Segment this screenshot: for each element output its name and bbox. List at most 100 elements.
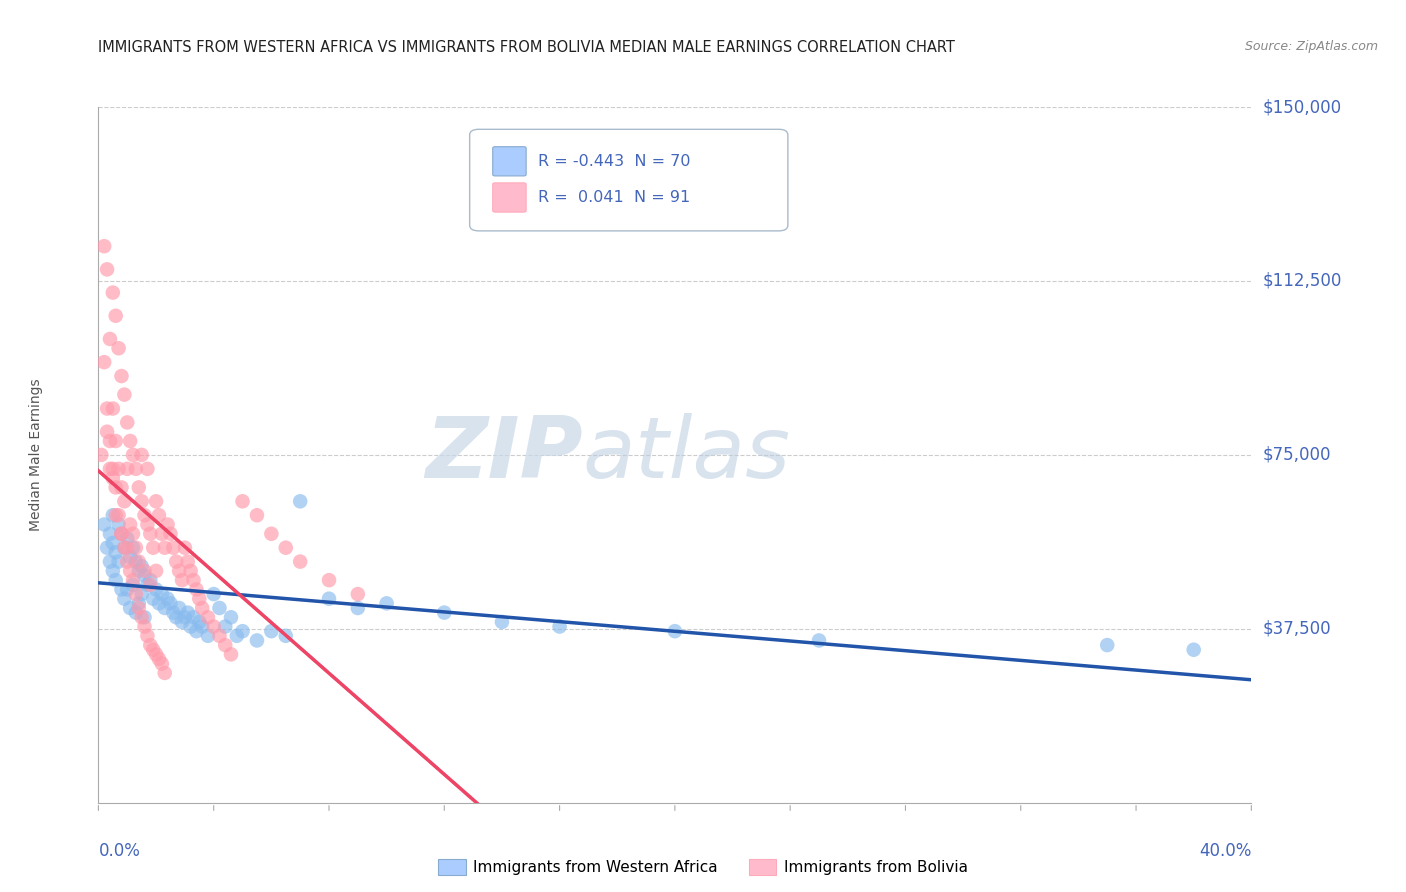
- Text: Median Male Earnings: Median Male Earnings: [30, 378, 44, 532]
- Point: [274, 541, 297, 555]
- Point: [183, 573, 205, 587]
- Point: [93, 355, 115, 369]
- Point: [186, 624, 208, 639]
- Point: [134, 610, 156, 624]
- Point: [139, 526, 162, 541]
- Point: [104, 434, 127, 448]
- Point: [131, 610, 153, 624]
- Point: [98, 434, 121, 448]
- Point: [134, 619, 156, 633]
- Point: [318, 573, 340, 587]
- Point: [170, 573, 193, 587]
- Text: ZIP: ZIP: [425, 413, 582, 497]
- Point: [548, 619, 571, 633]
- Point: [191, 619, 214, 633]
- Point: [117, 541, 138, 555]
- Point: [131, 494, 153, 508]
- Point: [112, 541, 135, 555]
- Point: [1097, 638, 1119, 652]
- Point: [191, 601, 214, 615]
- Point: [433, 606, 456, 620]
- Point: [101, 462, 124, 476]
- Point: [208, 601, 231, 615]
- Point: [153, 541, 176, 555]
- Point: [101, 508, 124, 523]
- Point: [165, 610, 187, 624]
- Point: [274, 629, 297, 643]
- Point: [98, 332, 121, 346]
- Point: [122, 526, 145, 541]
- Point: [290, 555, 312, 569]
- Point: [491, 615, 513, 629]
- Point: [136, 517, 159, 532]
- Point: [153, 601, 176, 615]
- Point: [136, 578, 159, 592]
- Point: [110, 526, 132, 541]
- Point: [128, 480, 150, 494]
- Text: R =  0.041  N = 91: R = 0.041 N = 91: [537, 190, 690, 205]
- Point: [122, 541, 145, 555]
- Point: [159, 596, 181, 610]
- Point: [104, 545, 127, 559]
- Point: [139, 573, 162, 587]
- Point: [165, 555, 187, 569]
- Point: [120, 434, 142, 448]
- Point: [128, 564, 150, 578]
- Point: [107, 517, 129, 532]
- Point: [101, 401, 124, 416]
- Point: [145, 648, 167, 662]
- Point: [96, 425, 118, 439]
- Point: [112, 494, 135, 508]
- Point: [93, 239, 115, 253]
- Point: [159, 526, 181, 541]
- Point: [101, 285, 124, 300]
- Point: [260, 624, 283, 639]
- Point: [807, 633, 830, 648]
- Point: [142, 541, 165, 555]
- Point: [112, 591, 135, 606]
- Point: [117, 555, 138, 569]
- Point: [128, 555, 150, 569]
- Point: [104, 480, 127, 494]
- Point: [167, 564, 190, 578]
- Point: [110, 480, 132, 494]
- Point: [170, 615, 193, 629]
- Text: $150,000: $150,000: [1263, 98, 1341, 116]
- Point: [112, 541, 135, 555]
- FancyBboxPatch shape: [470, 129, 787, 231]
- Text: R = -0.443  N = 70: R = -0.443 N = 70: [537, 153, 690, 169]
- Point: [96, 541, 118, 555]
- Point: [186, 582, 208, 597]
- Point: [219, 648, 242, 662]
- Point: [117, 462, 138, 476]
- Point: [110, 582, 132, 597]
- Point: [139, 638, 162, 652]
- Point: [125, 555, 148, 569]
- Point: [110, 369, 132, 384]
- Text: $37,500: $37,500: [1263, 620, 1331, 638]
- Point: [104, 309, 127, 323]
- Point: [122, 573, 145, 587]
- Point: [96, 262, 118, 277]
- Point: [122, 448, 145, 462]
- Text: atlas: atlas: [582, 413, 790, 497]
- Point: [156, 591, 179, 606]
- Point: [93, 517, 115, 532]
- Point: [346, 587, 368, 601]
- Point: [197, 629, 219, 643]
- Point: [98, 555, 121, 569]
- Point: [128, 601, 150, 615]
- Point: [139, 578, 162, 592]
- Point: [107, 462, 129, 476]
- Point: [128, 596, 150, 610]
- Point: [107, 341, 129, 355]
- Point: [110, 526, 132, 541]
- Point: [131, 559, 153, 574]
- Point: [101, 564, 124, 578]
- Point: [134, 564, 156, 578]
- Point: [177, 555, 200, 569]
- Point: [134, 508, 156, 523]
- Point: [231, 494, 254, 508]
- Point: [148, 652, 170, 666]
- Text: $112,500: $112,500: [1263, 272, 1341, 290]
